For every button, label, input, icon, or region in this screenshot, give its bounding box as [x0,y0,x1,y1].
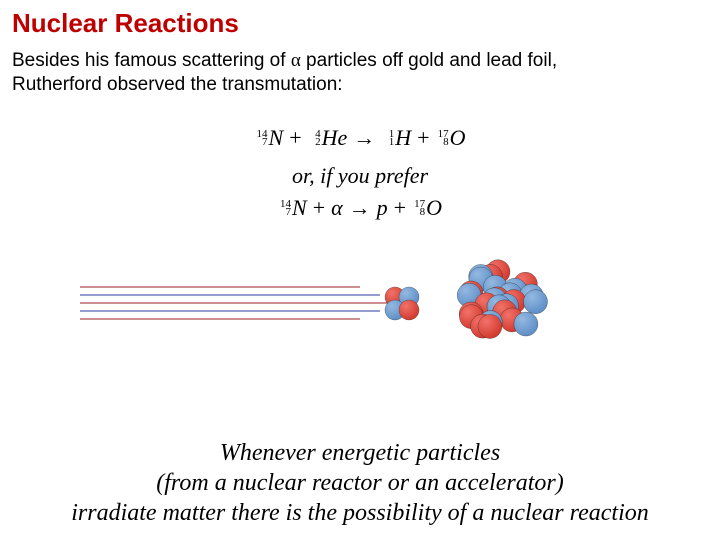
equation-2: 147N+α→p+178O [277,195,443,221]
page-title: Nuclear Reactions [12,8,708,39]
alpha-symbol: α [291,50,301,71]
collision-diagram [80,239,640,379]
conclusion-l2: (from a nuclear reactor or an accelerato… [156,470,563,496]
equation-1: 147N+42He→11H+178O [12,125,708,151]
intro-text: Besides his famous scattering of α parti… [12,49,708,97]
diagram-svg [80,239,640,379]
intro-part1: Besides his famous scattering of [12,50,291,71]
or-if-you-prefer: or, if you prefer [12,163,708,189]
conclusion-l3: irradiate matter there is the possibilit… [71,500,649,526]
conclusion-l1: Whenever energetic particles [220,440,500,466]
conclusion-text: Whenever energetic particles (from a nuc… [0,438,720,528]
intro-part2: particles off gold and lead foil, [301,50,557,71]
intro-line2: Rutherford observed the transmutation: [12,74,343,95]
